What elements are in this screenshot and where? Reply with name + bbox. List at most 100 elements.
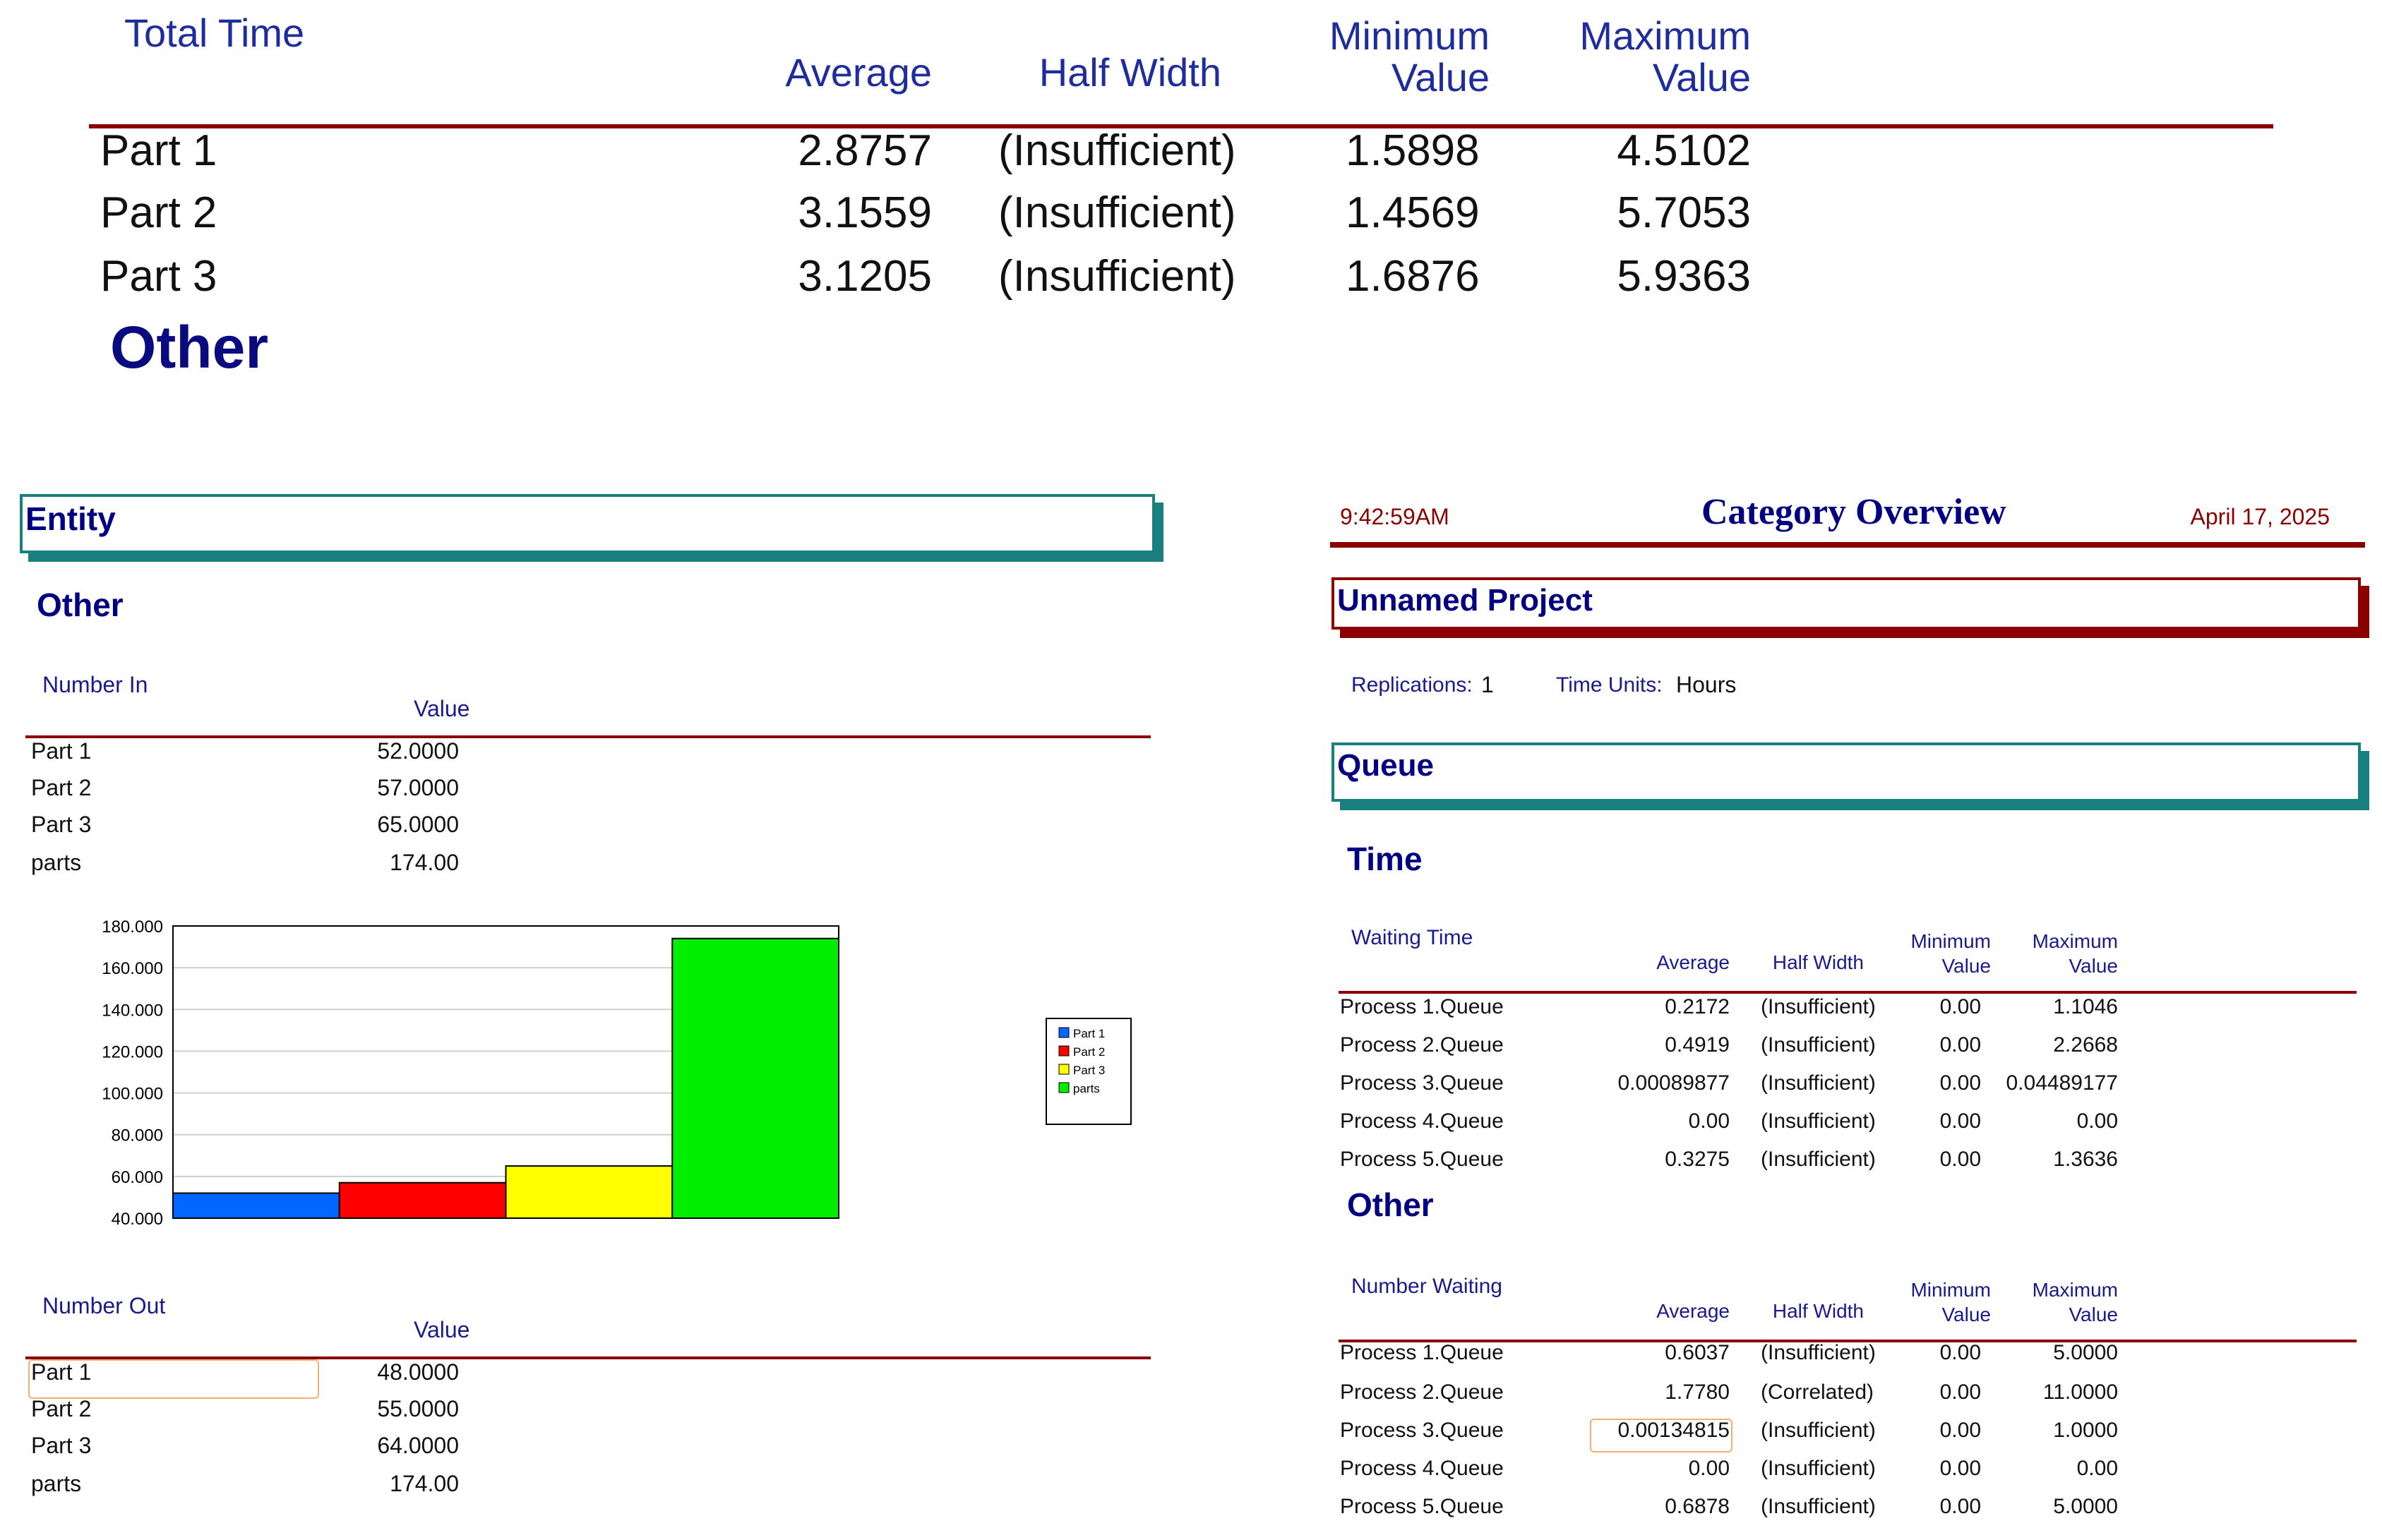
row-half-width: (Insufficient): [1761, 1419, 1876, 1442]
header-line1: Minimum: [1910, 1279, 1991, 1301]
row-name: Part 2: [100, 188, 217, 237]
nw-header-half-width: Half Width: [1772, 1300, 1864, 1322]
replications-value: 1: [1481, 672, 1494, 697]
entity-other-heading: Other: [37, 586, 124, 623]
row-name: Process 4.Queue: [1340, 1109, 1504, 1133]
row-average: 0.4919: [1665, 1033, 1730, 1057]
row-value: 57.0000: [377, 775, 459, 800]
row-min: 0.00: [1939, 1457, 1981, 1480]
chart-bar: [505, 1165, 674, 1220]
chart-legend-label: parts: [1073, 1082, 1100, 1095]
row-value: 64.0000: [377, 1433, 459, 1458]
row-min: 1.6876: [1346, 252, 1480, 301]
header-line2: Value: [2069, 955, 2118, 977]
row-max: 0.04489177: [2006, 1071, 2119, 1095]
number-in-value-header: Value: [414, 696, 470, 721]
report-time: 9:42:59AM: [1340, 504, 1449, 529]
row-max: 4.5102: [1617, 126, 1751, 175]
number-out-title: Number Out: [42, 1293, 166, 1318]
entity-banner-label: Entity: [25, 500, 116, 537]
row-name: Process 1.Queue: [1340, 1341, 1504, 1364]
chart-y-tick-label: 180.000: [102, 918, 163, 937]
header-line1: Maximum: [2032, 930, 2118, 952]
chart-legend-label: Part 1: [1073, 1027, 1105, 1040]
header-line2: Value: [1941, 1304, 1991, 1325]
row-max: 5.0000: [2053, 1341, 2118, 1364]
row-name: Part 3: [31, 1433, 92, 1458]
row-min: 0.00: [1939, 1148, 1981, 1171]
number-waiting-rule: [1339, 1340, 2357, 1342]
row-average: 0.00: [1688, 1109, 1730, 1133]
row-min: 1.5898: [1346, 126, 1480, 175]
header-line2: Value: [2069, 1304, 2118, 1325]
header-maximum: Maximum Value: [1553, 15, 1751, 99]
row-name: Process 2.Queue: [1340, 1033, 1504, 1057]
time-units-value: Hours: [1676, 672, 1737, 697]
row-value: 52.0000: [377, 738, 459, 764]
nw-header-maximum: Maximum Value: [2005, 1277, 2118, 1327]
time-heading: Time: [1347, 841, 1423, 877]
queue-banner-label: Queue: [1337, 748, 1434, 783]
chart-plot-frame: [172, 925, 839, 1219]
row-name: Part 1: [31, 1359, 92, 1385]
row-name: Process 2.Queue: [1340, 1380, 1504, 1404]
row-max: 1.3636: [2053, 1148, 2118, 1171]
replications-label: Replications:: [1351, 673, 1473, 697]
row-max: 1.1046: [2053, 995, 2118, 1018]
row-min: 0.00: [1939, 1380, 1981, 1404]
row-max: 11.0000: [2042, 1380, 2118, 1404]
row-min: 0.00: [1939, 1071, 1981, 1095]
row-average: 1.7780: [1665, 1380, 1730, 1404]
row-value: 48.0000: [377, 1359, 459, 1385]
top-other-heading: Other: [110, 314, 269, 380]
row-max: 2.2668: [2053, 1033, 2118, 1057]
row-half-width: (Insufficient): [1761, 1033, 1876, 1057]
header-half-width: Half Width: [1039, 50, 1221, 95]
row-min: 1.4569: [1346, 188, 1480, 237]
selected-cell-highlight[interactable]: [1590, 1419, 1732, 1452]
row-half-width: (Insufficient): [1761, 1495, 1876, 1518]
chart-legend-swatch: [1058, 1027, 1070, 1038]
row-name: Part 3: [31, 812, 92, 837]
row-average: 2.8757: [798, 126, 932, 175]
number-in-rule: [25, 735, 1151, 738]
row-name: parts: [31, 850, 82, 875]
row-half-width: (Insufficient): [1761, 995, 1876, 1018]
row-average: 0.00089877: [1617, 1071, 1730, 1095]
row-min: 0.00: [1939, 1033, 1981, 1057]
row-value: 65.0000: [377, 812, 459, 837]
row-max: 0.00: [2076, 1109, 2118, 1133]
row-half-width: (Insufficient): [998, 126, 1236, 175]
row-value: 55.0000: [377, 1396, 459, 1421]
row-max: 5.0000: [2053, 1495, 2118, 1518]
row-name: Part 1: [100, 126, 217, 175]
chart-bar: [671, 937, 839, 1219]
row-max: 5.7053: [1617, 188, 1751, 237]
row-average: 0.6037: [1665, 1341, 1730, 1364]
row-half-width: (Insufficient): [1761, 1341, 1876, 1364]
row-average: 0.3275: [1665, 1148, 1730, 1171]
chart-y-ticks: 180.000 160.000 140.000 120.000 100.000 80.00…: [102, 918, 163, 1229]
row-max: 1.0000: [2053, 1419, 2118, 1442]
row-half-width: (Insufficient): [998, 188, 1236, 237]
number-out-value-header: Value: [414, 1317, 470, 1342]
row-name: Process 4.Queue: [1340, 1457, 1504, 1480]
chart-y-tick-label: 100.000: [102, 1085, 163, 1104]
top-header-rule: [89, 124, 2273, 128]
selected-cell-highlight[interactable]: [28, 1359, 319, 1399]
queue-banner: Queue: [1331, 742, 2361, 802]
row-name: Part 3: [100, 252, 217, 301]
row-name: Process 3.Queue: [1340, 1419, 1504, 1442]
row-name: Process 3.Queue: [1340, 1071, 1504, 1095]
row-max: 5.9363: [1617, 252, 1751, 301]
total-time-title: Total Time: [124, 11, 305, 55]
header-line1: Maximum: [2032, 1279, 2118, 1301]
chart-y-tick-label: 40.000: [112, 1210, 163, 1229]
row-half-width: (Insufficient): [1761, 1457, 1876, 1480]
number-waiting-title: Number Waiting: [1351, 1275, 1502, 1298]
number-in-bar-chart: 180.000 160.000 140.000 120.000 100.000 80.00…: [102, 918, 1132, 1229]
chart-legend-swatch: [1058, 1064, 1070, 1075]
row-half-width: (Insufficient): [998, 252, 1236, 301]
chart-legend: Part 1 Part 2 Part 3 parts: [1058, 1027, 1105, 1095]
report-title: Category Overview: [1701, 492, 2006, 532]
